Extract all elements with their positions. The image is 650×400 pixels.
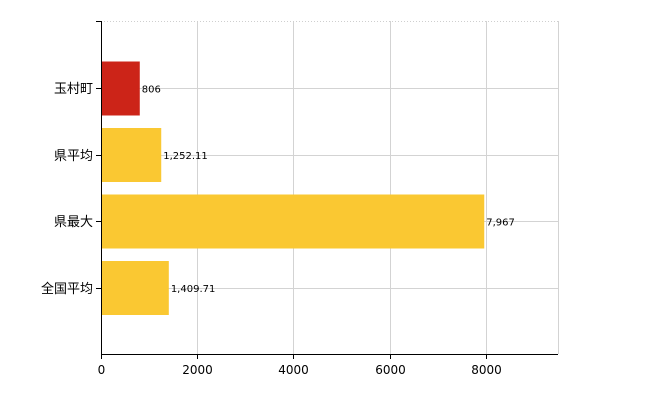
bar [102,128,162,182]
data-label: 1,252.11 [163,151,208,162]
grid [101,21,559,354]
data-labels: 806 1,252.11 7,967 1,409.71 [142,85,515,296]
bar [102,261,169,315]
x-tick-label: 6000 [375,363,406,377]
category-label: 玉村町 [54,82,93,97]
bars [102,61,485,315]
x-tick-label: 8000 [471,363,502,377]
category-label: 県最大 [54,215,93,230]
axes [96,21,558,359]
data-label: 7,967 [486,218,515,229]
x-tick-label: 4000 [278,363,309,377]
bar [102,61,140,116]
category-label: 県平均 [54,149,93,164]
bar [102,194,485,249]
tick-labels: 0 2000 4000 6000 8000 [98,363,502,377]
data-label: 806 [142,85,161,96]
x-tick-label: 2000 [182,363,213,377]
x-tick-label: 0 [98,363,106,377]
category-label: 全国平均 [41,281,93,297]
data-label: 1,409.71 [171,284,216,295]
